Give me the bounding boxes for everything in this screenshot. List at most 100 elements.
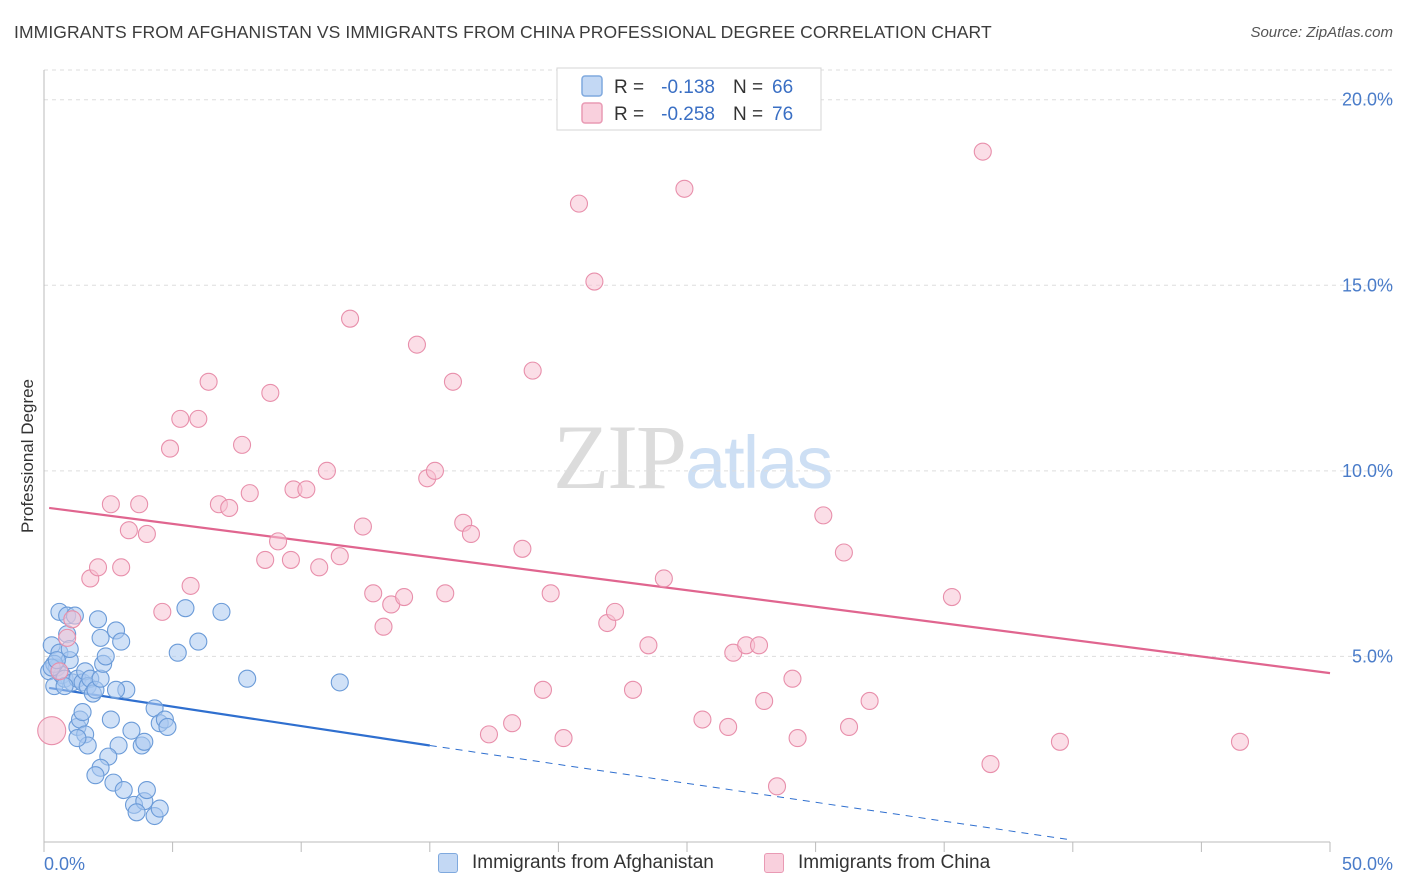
point-china <box>130 495 149 514</box>
point-china <box>783 669 802 688</box>
point-china <box>523 361 542 380</box>
point-china <box>395 587 414 607</box>
point-china <box>554 729 573 748</box>
watermark-zip: ZIP <box>553 406 687 508</box>
legend-n-label: N = <box>733 77 763 98</box>
y-tick-label: 5.0% <box>1352 646 1393 666</box>
trend-line-china <box>49 506 1331 675</box>
point-afghanistan <box>122 721 141 740</box>
point-afghanistan <box>238 669 257 688</box>
point-afghanistan <box>212 602 231 621</box>
legend-r-label: R = <box>614 77 644 98</box>
point-china <box>503 714 522 733</box>
point-afghanistan <box>96 647 115 666</box>
legend-box: R = -0.138 N = 66 R = -0.258 N = 76 <box>556 67 822 131</box>
point-china <box>297 480 316 499</box>
legend-n-label: N = <box>733 104 763 125</box>
point-afghanistan <box>127 803 146 822</box>
point-china <box>189 409 208 428</box>
point-china <box>749 636 769 655</box>
axes <box>43 70 1331 852</box>
point-china <box>112 558 131 577</box>
point-afghanistan <box>73 703 92 722</box>
point-afghanistan <box>114 780 133 800</box>
point-china <box>310 558 329 577</box>
point-china <box>220 498 239 518</box>
point-china <box>137 524 156 543</box>
point-china <box>605 602 625 621</box>
point-china <box>973 142 992 161</box>
point-china <box>675 179 694 198</box>
point-afghanistan <box>91 669 110 688</box>
point-china <box>585 272 604 291</box>
point-china <box>50 662 69 681</box>
legend-r-value: -0.258 <box>661 104 715 125</box>
legend-r-label: R = <box>614 104 644 125</box>
point-china <box>281 550 300 569</box>
watermark-atlas: atlas <box>685 421 833 504</box>
point-china <box>160 439 180 458</box>
point-china <box>330 547 349 566</box>
y-tick-label: 15.0% <box>1342 275 1393 295</box>
y-tick-label: 10.0% <box>1342 461 1393 481</box>
trend-line-afghanistan-extension <box>429 745 1073 841</box>
point-china <box>232 435 252 454</box>
point-afghanistan <box>86 766 105 785</box>
point-afghanistan <box>168 643 187 662</box>
point-china <box>513 539 532 558</box>
point-afghanistan <box>137 780 156 800</box>
point-china <box>181 576 200 595</box>
point-china <box>942 587 961 607</box>
point-afghanistan <box>189 632 208 651</box>
point-china <box>63 610 82 629</box>
tick-labels: 5.0% 10.0% 15.0% 20.0% 0.0% 50.0% <box>44 90 1393 874</box>
point-china <box>37 716 67 746</box>
point-afghanistan <box>150 799 169 818</box>
point-china <box>755 691 774 711</box>
point-china <box>341 309 360 328</box>
x-tick-label: 50.0% <box>1342 854 1393 874</box>
watermark: ZIPatlas <box>553 404 833 510</box>
point-china <box>199 372 218 391</box>
point-china <box>240 484 259 503</box>
point-china <box>171 409 190 428</box>
point-china <box>119 521 138 540</box>
point-china <box>1230 732 1250 751</box>
legend-swatch <box>581 102 603 124</box>
point-china <box>364 584 383 603</box>
point-china <box>425 461 444 480</box>
point-china <box>693 710 712 729</box>
point-china <box>407 335 426 354</box>
point-china <box>767 777 787 796</box>
point-afghanistan <box>68 729 87 748</box>
point-afghanistan <box>91 628 110 647</box>
point-china <box>533 680 553 699</box>
legend-swatch-blue <box>438 853 458 873</box>
point-afghanistan <box>101 710 120 729</box>
series-legend: Immigrants from Afghanistan Immigrants f… <box>0 852 1406 878</box>
point-afghanistan <box>112 632 131 651</box>
legend-item-afghanistan[interactable]: Immigrants from Afghanistan <box>438 852 714 874</box>
chart-title: IMMIGRANTS FROM AFGHANISTAN VS IMMIGRANT… <box>14 22 992 42</box>
point-china <box>981 755 1000 774</box>
point-china <box>814 506 833 525</box>
legend-item-china[interactable]: Immigrants from China <box>764 852 990 874</box>
point-china <box>153 602 172 621</box>
point-china <box>261 383 280 402</box>
point-china <box>256 550 275 569</box>
point-china <box>101 495 120 514</box>
point-china <box>860 691 879 711</box>
point-china <box>353 517 372 536</box>
legend-r-value: -0.138 <box>661 77 715 98</box>
point-china <box>839 717 859 736</box>
point-china <box>479 725 499 744</box>
point-china <box>317 461 336 480</box>
legend-n-value: 66 <box>772 77 793 98</box>
point-china <box>719 717 738 736</box>
y-tick-label: 20.0% <box>1342 90 1393 110</box>
source-credit: Source: ZipAtlas.com <box>1250 24 1393 41</box>
point-china <box>269 532 288 551</box>
legend-swatch-pink <box>764 853 784 873</box>
point-afghanistan <box>109 736 128 755</box>
